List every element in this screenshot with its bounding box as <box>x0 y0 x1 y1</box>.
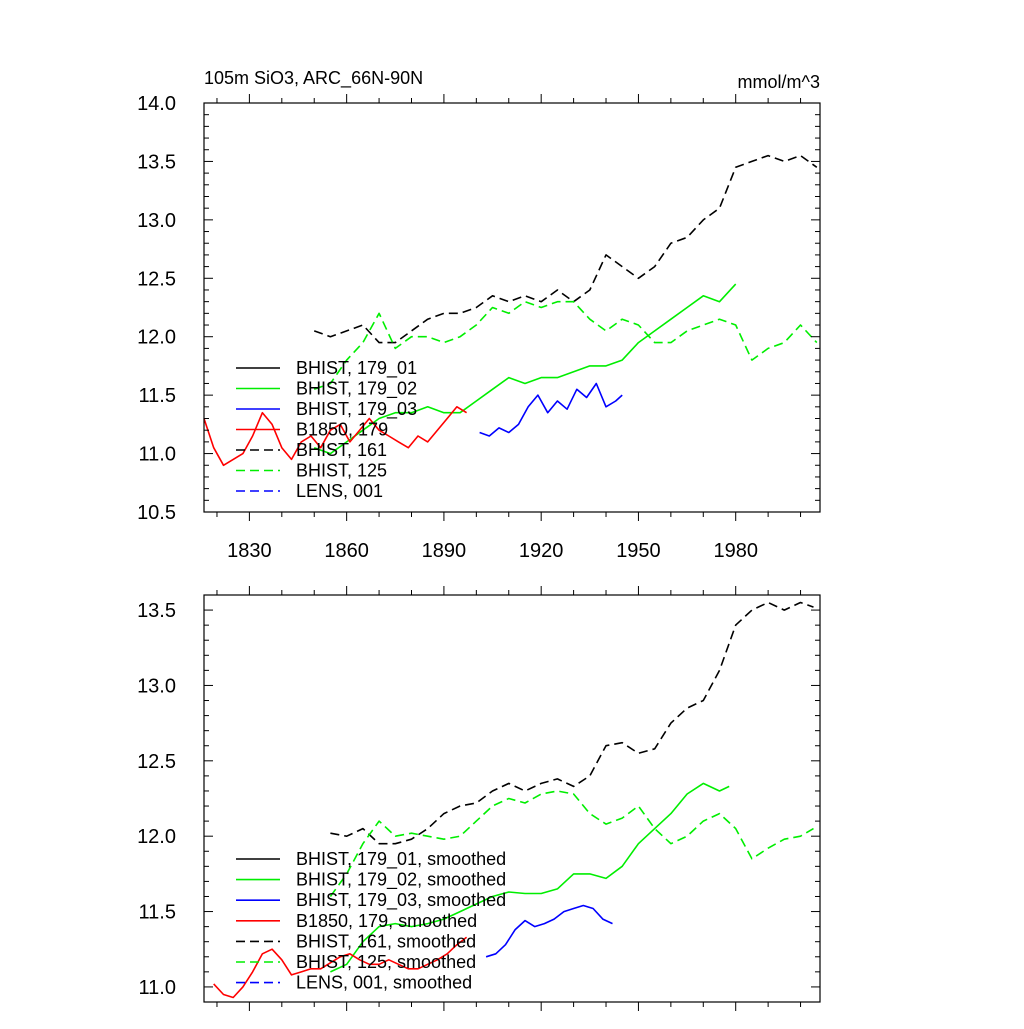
plot-frame <box>203 594 821 1003</box>
series-line <box>313 283 737 455</box>
legend-label: BHIST, 125 <box>296 461 387 481</box>
plot-frame <box>203 102 821 513</box>
series-line <box>485 904 613 958</box>
legend-label: B1850, 179, smoothed <box>296 911 477 931</box>
y-tick-label: 13.0 <box>137 210 176 232</box>
y-tick-label: 12.5 <box>137 751 176 773</box>
x-tick-label: 1950 <box>616 540 661 562</box>
y-tick-label: 13.5 <box>137 600 176 622</box>
legend-label: BHIST, 179_03 <box>296 399 417 420</box>
x-tick-label: 1920 <box>519 540 564 562</box>
legend-label: B1850, 179 <box>296 420 388 440</box>
chart-title: 105m SiO3, ARC_66N-90N <box>204 68 423 89</box>
series-line <box>313 300 818 391</box>
y-tick-label: 14.0 <box>137 93 176 115</box>
series-line <box>479 382 623 437</box>
y-tick-label: 11.0 <box>139 444 176 466</box>
y-tick-label: 10.5 <box>137 502 176 524</box>
legend-label: BHIST, 179_03, smoothed <box>296 890 506 911</box>
series-line <box>313 154 818 344</box>
legend-label: LENS, 001 <box>296 481 383 501</box>
series-line <box>203 405 468 467</box>
series-line <box>329 790 814 897</box>
bottom-panel: 11.0 11.5 12.0 12.5 13.0 13.5 BHIST, 179_01, s… <box>137 586 821 1011</box>
series-line <box>330 782 730 973</box>
y-tick-label: 12.5 <box>137 268 176 290</box>
y-tick-label: 12.0 <box>137 327 176 349</box>
series-line <box>330 601 814 845</box>
legend-label: BHIST, 161, smoothed <box>296 931 476 951</box>
top-panel: 1830 1860 1890 1920 1950 1980 10.5 11.0 11.5 12.0… <box>137 93 821 562</box>
y-tick-label: 11.5 <box>139 385 176 407</box>
y-tick-label: 13.0 <box>137 675 176 697</box>
legend-label: BHIST, 125, smoothed <box>296 952 476 972</box>
x-tick-label: 1860 <box>324 540 369 562</box>
x-tick-label: 1830 <box>227 540 272 562</box>
y-tick-label: 11.0 <box>139 977 176 999</box>
legend-label: BHIST, 179_02, smoothed <box>296 870 506 891</box>
y-tick-label: 13.5 <box>137 151 176 173</box>
legend-label: BHIST, 179_01, smoothed <box>296 849 506 870</box>
legend-label: LENS, 001, smoothed <box>296 973 472 993</box>
y-tick-label: 11.5 <box>139 902 176 924</box>
x-tick-label: 1980 <box>713 540 758 562</box>
legend-label: BHIST, 179_01 <box>296 358 417 379</box>
x-tick-label: 1890 <box>422 540 467 562</box>
legend-label: BHIST, 161 <box>296 440 387 460</box>
y-tick-label: 12.0 <box>137 826 176 848</box>
series-line <box>213 936 468 999</box>
legend-label: BHIST, 179_02 <box>296 379 417 400</box>
chart-units: mmol/m^3 <box>738 72 820 92</box>
